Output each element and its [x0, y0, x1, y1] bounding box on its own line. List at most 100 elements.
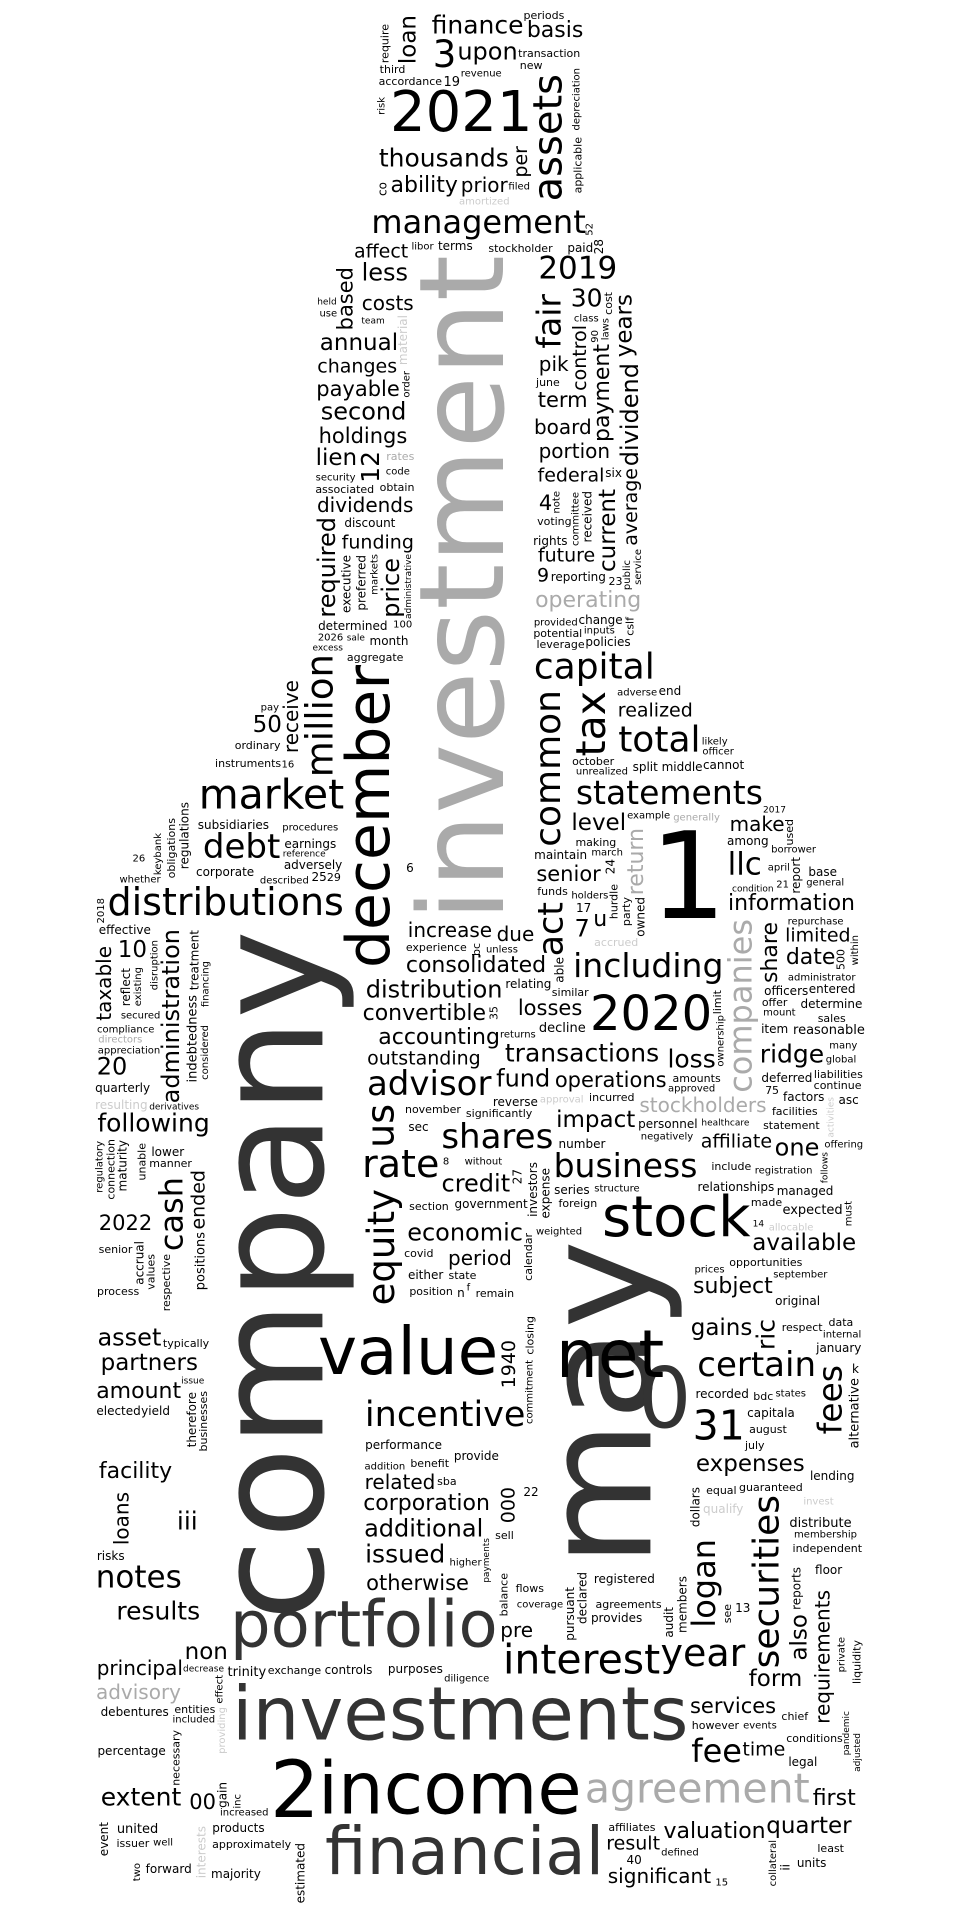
cloud-word: 52 — [584, 223, 595, 236]
cloud-word: accounting — [378, 1025, 500, 1050]
cloud-word: registration — [755, 1165, 813, 1176]
cloud-word: fund — [496, 1065, 550, 1093]
cloud-word: 28 — [592, 239, 606, 254]
cloud-word: coverage — [517, 1599, 563, 1610]
cloud-word: may — [512, 1240, 686, 1567]
cloud-word: logan — [685, 1539, 723, 1628]
cloud-word: administration — [157, 929, 185, 1103]
cloud-word: weighted — [536, 1226, 582, 1237]
cloud-word: end — [659, 684, 682, 698]
cloud-word: current — [595, 489, 621, 572]
cloud-word: information — [728, 891, 855, 916]
cloud-word: order — [401, 370, 412, 398]
cloud-word: result — [606, 1833, 660, 1855]
cloud-word: decrease — [183, 1665, 224, 1675]
cloud-word: liquidity — [850, 1640, 863, 1684]
cloud-word: original — [775, 1294, 820, 1308]
cloud-word: therefore — [185, 1392, 199, 1447]
cloud-word: terms — [438, 239, 473, 253]
cloud-word: subsidiaries — [198, 818, 269, 832]
cloud-word: following — [97, 1108, 209, 1137]
cloud-word: see — [721, 1604, 734, 1623]
cloud-word: 9 — [537, 565, 549, 587]
cloud-word: investments — [232, 1671, 688, 1757]
cloud-word: unable — [135, 1143, 148, 1181]
cloud-word: 21 — [776, 879, 789, 890]
cloud-word: operations — [555, 1068, 667, 1092]
cloud-word: alternative — [848, 1378, 863, 1448]
cloud-word: llc — [728, 846, 762, 882]
cloud-word: yield — [141, 1404, 170, 1418]
cloud-word: 22 — [523, 1485, 538, 1499]
cloud-word: us — [359, 1104, 403, 1148]
cloud-word: public — [622, 560, 633, 590]
cloud-word: private — [837, 1637, 848, 1672]
cloud-word: issuer — [116, 1837, 149, 1850]
cloud-word: healthcare — [701, 1119, 749, 1129]
cloud-word: entities — [174, 1703, 215, 1716]
cloud-word: period — [448, 1246, 512, 1270]
cloud-word: relationships — [697, 1180, 774, 1194]
cloud-word: defined — [661, 1847, 699, 1858]
cloud-word: payments — [482, 1538, 492, 1583]
cloud-word: iii — [177, 1506, 198, 1535]
cloud-word: equal — [706, 1484, 737, 1497]
cloud-word: provides — [591, 1611, 642, 1625]
cloud-word: including — [573, 946, 723, 985]
cloud-word: follows — [820, 1152, 830, 1184]
cloud-word: series — [554, 1183, 590, 1197]
cloud-word: affiliates — [608, 1821, 655, 1834]
cloud-word: internal — [823, 1329, 861, 1340]
cloud-word: less — [362, 259, 408, 287]
cloud-word: floor — [815, 1563, 842, 1577]
cloud-word: sale — [347, 634, 366, 644]
cloud-word: notes — [96, 1559, 182, 1595]
cloud-word: act — [532, 902, 572, 956]
cloud-word: future — [538, 545, 595, 567]
cloud-word: material — [396, 315, 410, 365]
cloud-word: risks — [97, 1549, 125, 1563]
cloud-word: price — [377, 558, 405, 618]
cloud-word: loss — [667, 1044, 715, 1073]
cloud-word: estimated — [294, 1843, 308, 1903]
cloud-word: taxable — [92, 946, 116, 1021]
cloud-word: value — [318, 1313, 498, 1390]
cloud-word: convertible — [363, 1001, 486, 1026]
cloud-word: report — [789, 857, 803, 894]
cloud-word: deferred — [761, 1071, 812, 1085]
cloud-word: return — [624, 828, 649, 895]
cloud-word: bdc — [753, 1390, 773, 1403]
cloud-word: unless — [486, 944, 518, 955]
cloud-word: 1940 — [498, 1340, 520, 1388]
cloud-word: risk — [376, 97, 387, 115]
cloud-word: mount — [763, 1007, 796, 1018]
cloud-word: calendar — [522, 1233, 535, 1281]
cloud-word: 30 — [571, 283, 603, 312]
cloud-word: board — [534, 415, 592, 439]
cloud-word: government — [455, 1197, 528, 1211]
cloud-word: january — [815, 1341, 861, 1355]
cloud-word: covid — [404, 1247, 433, 1260]
cloud-word: higher — [449, 1557, 482, 1568]
cloud-word: adjusted — [853, 1733, 863, 1772]
cloud-word: periods — [524, 9, 565, 22]
cloud-word: ended — [188, 1170, 210, 1230]
cloud-word: relating — [505, 977, 551, 991]
cloud-word: sales — [818, 1012, 846, 1025]
cloud-word: operating — [535, 588, 641, 613]
cloud-word: owned — [633, 897, 647, 937]
cloud-word: allocable — [769, 1222, 814, 1233]
cloud-word: available — [752, 1230, 856, 1256]
cloud-word: remain — [476, 1287, 515, 1300]
cloud-word: transactions — [505, 1038, 659, 1067]
cloud-word: applicable — [571, 137, 584, 194]
cloud-word: capital — [534, 647, 655, 688]
cloud-word: respective — [160, 1254, 173, 1311]
cloud-word: 4 — [539, 491, 552, 515]
cloud-word: global — [826, 1054, 857, 1065]
cloud-word: least — [817, 1842, 844, 1855]
cloud-word: offering — [824, 1139, 863, 1150]
cloud-word: 26 — [133, 853, 146, 864]
cloud-word: 0 — [638, 1349, 691, 1447]
cloud-word: chief — [781, 1710, 809, 1723]
